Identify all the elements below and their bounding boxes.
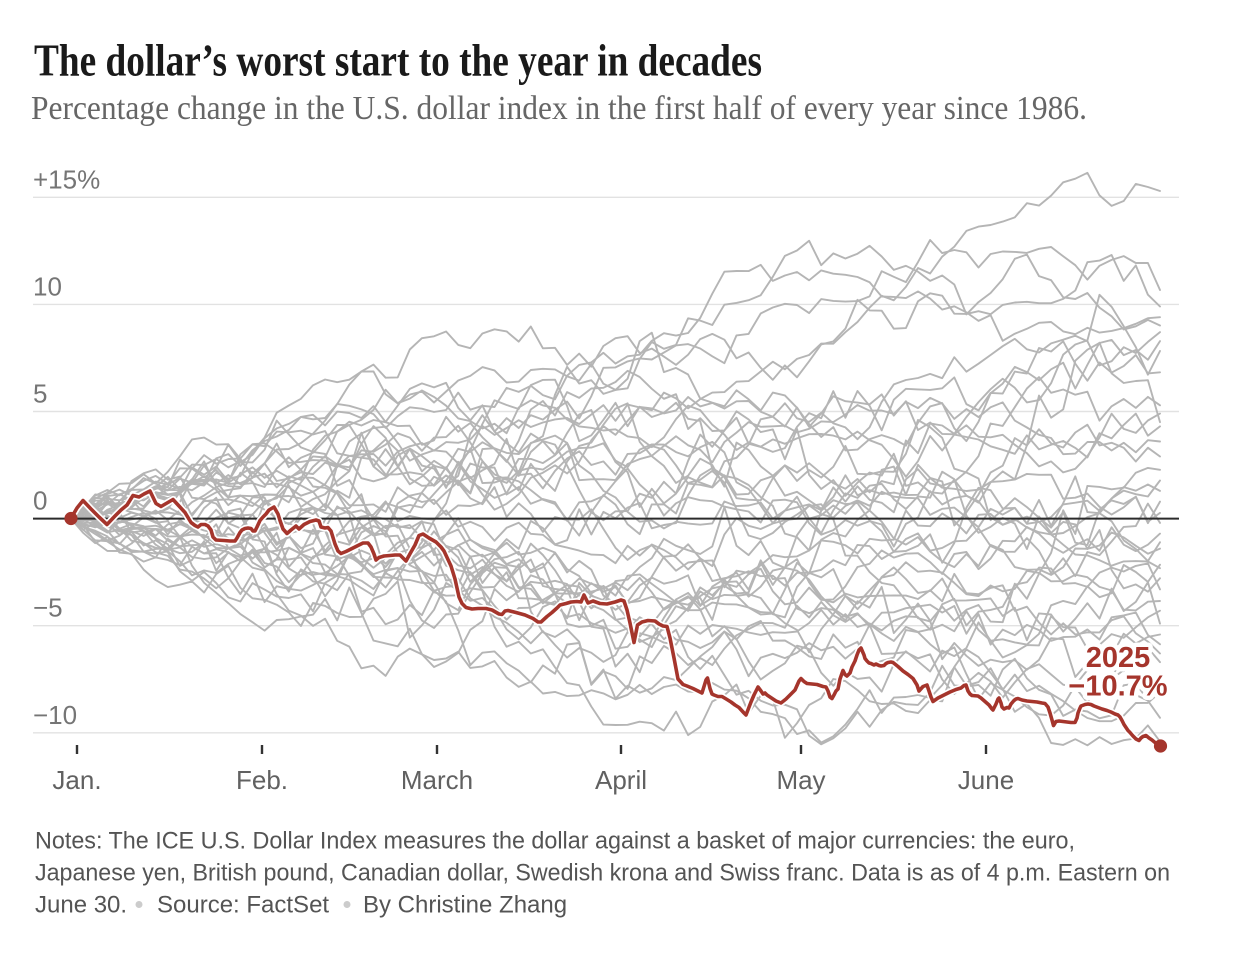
svg-text:Jan.: Jan. [52,765,101,795]
svg-text:10: 10 [33,271,62,301]
svg-text:+15%: +15% [33,164,100,194]
svg-text:2025: 2025 [1086,642,1151,674]
svg-text:Japanese yen, British pound, C: Japanese yen, British pound, Canadian do… [35,860,1170,887]
svg-text:0: 0 [33,486,47,516]
svg-text:−10.7%: −10.7% [1068,671,1167,703]
svg-text:April: April [595,765,647,795]
svg-text:Percentage change in the U.S.: Percentage change in the U.S. dollar ind… [31,90,1087,127]
svg-text:The dollar’s worst start to th: The dollar’s worst start to the year in … [34,35,762,85]
svg-text:2025: 2025 [1086,642,1151,674]
svg-text:−10.7%: −10.7% [1068,671,1167,703]
svg-text:−10: −10 [33,700,77,730]
svg-text:Feb.: Feb. [236,765,288,795]
svg-text:June 30.: June 30. [35,892,127,919]
svg-text:March: March [401,765,473,795]
svg-text:May: May [776,765,825,795]
svg-text:−5: −5 [33,593,63,623]
svg-text:Source: FactSet: Source: FactSet [157,892,329,919]
svg-text:5: 5 [33,379,47,409]
svg-text:Notes: The ICE U.S. Dollar Ind: Notes: The ICE U.S. Dollar Index measure… [35,828,1075,855]
svg-text:June: June [958,765,1014,795]
svg-text:By Christine Zhang: By Christine Zhang [363,892,567,919]
